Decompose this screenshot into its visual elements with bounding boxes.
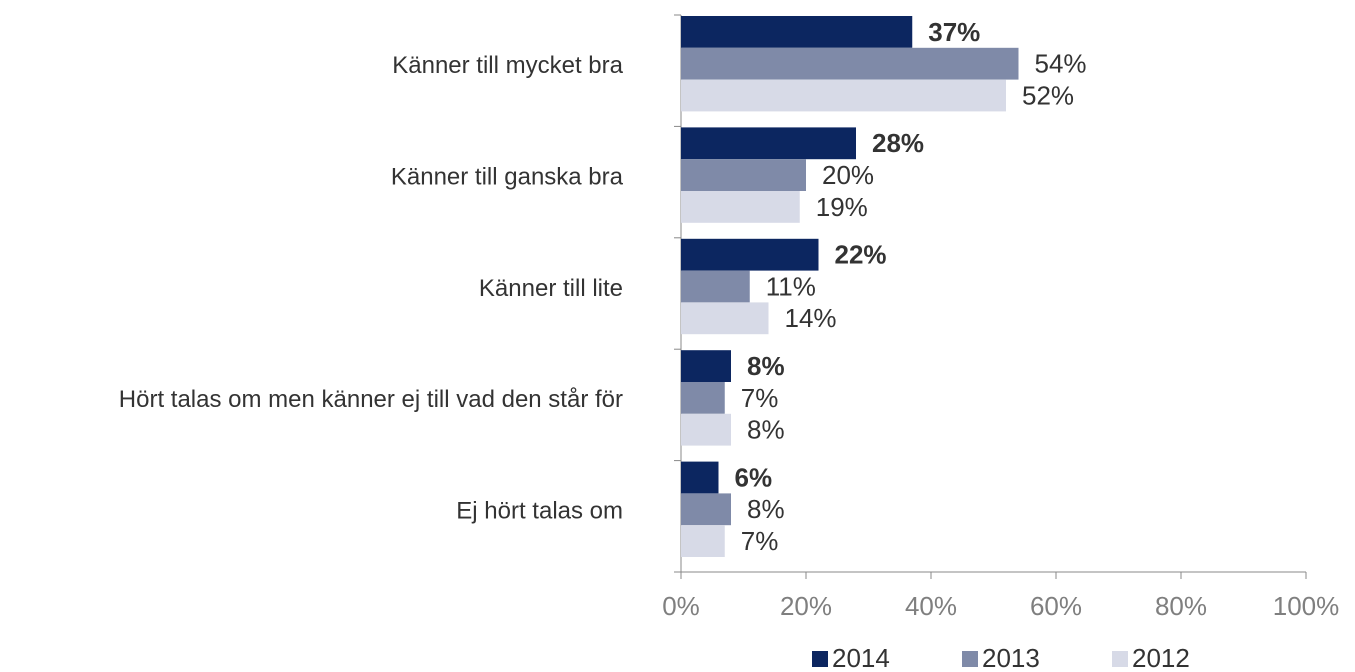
x-tick-label: 100% <box>1273 591 1340 621</box>
value-label: 8% <box>747 351 785 381</box>
value-label: 14% <box>785 303 837 333</box>
x-tick-label: 0% <box>662 591 700 621</box>
category-label: Känner till lite <box>479 275 623 302</box>
bar <box>681 47 1019 80</box>
bar <box>681 525 725 557</box>
legend-swatch <box>1112 651 1128 667</box>
category-label: Känner till mycket bra <box>392 52 623 79</box>
value-label: 19% <box>816 192 868 222</box>
category-label: Ej hört talas om <box>456 498 623 525</box>
bar <box>681 302 769 335</box>
value-label: 8% <box>747 494 785 524</box>
bar <box>681 159 806 191</box>
value-label: 7% <box>741 383 779 413</box>
value-label: 37% <box>928 17 980 47</box>
bar <box>681 382 725 414</box>
x-tick-label: 40% <box>905 591 957 621</box>
value-label: 28% <box>872 128 924 158</box>
bar <box>681 127 856 160</box>
x-tick-label: 80% <box>1155 591 1207 621</box>
value-label: 22% <box>835 240 887 270</box>
bar <box>681 270 750 303</box>
bar <box>681 191 800 223</box>
bar <box>681 493 731 526</box>
value-label: 11% <box>766 271 816 301</box>
category-label: Känner till ganska bra <box>391 163 624 190</box>
legend-swatch <box>962 651 978 667</box>
legend-label: 2012 <box>1132 643 1190 672</box>
x-tick-label: 20% <box>780 591 832 621</box>
bar <box>681 79 1006 112</box>
value-label: 52% <box>1022 80 1074 110</box>
bar <box>681 461 719 494</box>
value-label: 6% <box>735 462 773 492</box>
category-label: Hört talas om men känner ej till vad den… <box>119 386 623 413</box>
bar <box>681 350 731 382</box>
legend-swatch <box>812 651 828 667</box>
value-label: 20% <box>822 160 874 190</box>
bar <box>681 238 819 271</box>
value-label: 8% <box>747 415 785 445</box>
legend-label: 2013 <box>982 643 1040 672</box>
bar <box>681 16 913 48</box>
legend-label: 2014 <box>832 643 890 672</box>
x-tick-label: 60% <box>1030 591 1082 621</box>
bar <box>681 413 731 446</box>
value-label: 54% <box>1035 49 1087 79</box>
value-label: 7% <box>741 526 779 556</box>
